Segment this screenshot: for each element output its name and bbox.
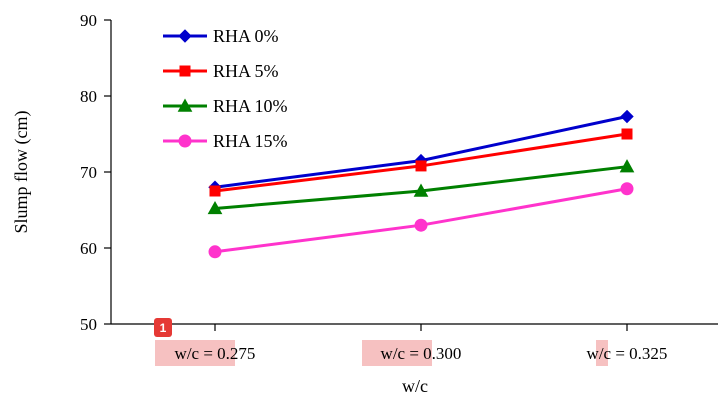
series-markers: [207, 109, 635, 259]
x-tick-label: w/c = 0.300: [381, 344, 462, 363]
data-point-3-1: [414, 218, 428, 232]
data-point-1-1: [415, 160, 427, 172]
legend-marker-1: [179, 65, 191, 77]
x-tick-label: w/c = 0.325: [587, 344, 668, 363]
legend-marker-2: [177, 98, 193, 112]
data-point-2-0: [207, 200, 223, 215]
x-tick-label: w/c = 0.275: [175, 344, 256, 363]
legend-label-1: RHA 5%: [213, 61, 279, 81]
y-tick-label: 70: [80, 163, 97, 182]
legend-label-0: RHA 0%: [213, 26, 279, 46]
tick-label-highlights: [155, 340, 608, 366]
x-ticks: w/c = 0.275 w/c = 0.300 w/c = 0.325: [175, 324, 668, 363]
y-tick-label: 50: [80, 315, 97, 334]
y-tick-label: 60: [80, 239, 97, 258]
data-point-1-2: [621, 128, 633, 140]
y-tick-label: 90: [80, 11, 97, 30]
legend-marker-0: [178, 29, 192, 43]
legend-label-3: RHA 15%: [213, 131, 288, 151]
data-point-3-2: [620, 182, 634, 196]
y-tick-label: 80: [80, 87, 97, 106]
series-line-0: [214, 115, 628, 189]
data-point-2-2: [619, 159, 635, 173]
highlight-tick-2: [596, 340, 608, 366]
data-point-2-1: [413, 183, 429, 197]
legend: RHA 0% RHA 5% RHA 10% RHA 15%: [163, 26, 288, 151]
x-axis-title: w/c: [402, 376, 428, 396]
legend-label-2: RHA 10%: [213, 96, 288, 116]
data-point-0-2: [620, 109, 634, 124]
legend-marker-3: [178, 134, 192, 148]
y-ticks: 50 60 70 80 90: [80, 11, 111, 334]
highlight-tick-0: [155, 340, 235, 366]
annotation-badge: 1: [154, 318, 172, 337]
highlight-tick-1: [362, 340, 432, 366]
y-axis-title: Slump flow (cm): [11, 111, 32, 234]
data-point-1-0: [209, 185, 221, 197]
annotation-badge-label: 1: [160, 321, 167, 335]
data-point-3-0: [208, 245, 222, 259]
